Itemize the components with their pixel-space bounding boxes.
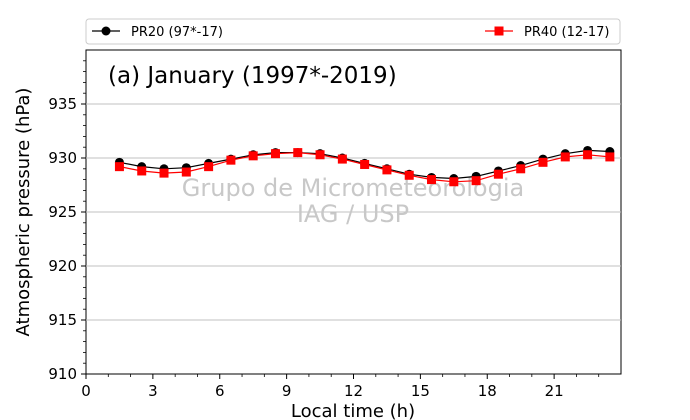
legend: PR20 (97*-17) PR40 (12-17) bbox=[85, 18, 621, 45]
y-tick-label: 925 bbox=[48, 203, 77, 221]
x-tick-label: 0 bbox=[81, 382, 91, 400]
x-tick-label: 12 bbox=[344, 382, 363, 400]
data-point-1 bbox=[337, 154, 347, 164]
legend-label-pr20: PR20 (97*-17) bbox=[131, 25, 223, 40]
panel-title: (a) January (1997*-2019) bbox=[108, 63, 397, 89]
x-tick-label: 15 bbox=[411, 382, 430, 400]
legend-marker-pr20 bbox=[101, 26, 111, 36]
data-point-1 bbox=[248, 151, 258, 161]
data-point-1 bbox=[560, 152, 570, 162]
legend-label-pr40: PR40 (12-17) bbox=[524, 25, 609, 40]
data-point-1 bbox=[315, 150, 325, 160]
axis-ticks: 910 915 920 925 930 935 0 3 6 9 12 15 18 21 bbox=[48, 60, 600, 400]
legend-frame bbox=[85, 18, 621, 45]
data-point-1 bbox=[493, 169, 503, 179]
data-point-1 bbox=[471, 176, 481, 186]
y-axis-title: Atmospheric pressure (hPa) bbox=[13, 88, 34, 337]
data-point-1 bbox=[516, 164, 526, 174]
y-tick-label: 930 bbox=[48, 149, 77, 167]
data-point-1 bbox=[538, 157, 548, 167]
x-tick-label: 18 bbox=[478, 382, 497, 400]
data-point-1 bbox=[449, 177, 459, 187]
data-point-1 bbox=[605, 152, 615, 162]
watermark-line-1: Grupo de Micrometeorologia bbox=[182, 174, 524, 202]
data-point-1 bbox=[404, 170, 414, 180]
data-point-1 bbox=[226, 155, 236, 165]
data-point-1 bbox=[159, 168, 169, 178]
data-point-1 bbox=[137, 166, 147, 176]
legend-marker-pr40 bbox=[494, 26, 504, 36]
x-tick-label: 3 bbox=[148, 382, 158, 400]
y-tick-label: 910 bbox=[48, 365, 77, 383]
x-axis-title: Local time (h) bbox=[291, 401, 415, 420]
gridlines bbox=[86, 103, 621, 321]
data-point-1 bbox=[181, 167, 191, 177]
x-tick-label: 21 bbox=[545, 382, 564, 400]
y-tick-label: 920 bbox=[48, 257, 77, 275]
x-tick-label: 9 bbox=[282, 382, 292, 400]
data-point-1 bbox=[293, 148, 303, 158]
data-point-1 bbox=[204, 162, 214, 172]
data-point-1 bbox=[270, 149, 280, 159]
data-point-1 bbox=[583, 150, 593, 160]
data-point-1 bbox=[382, 165, 392, 175]
y-tick-label: 935 bbox=[48, 95, 77, 113]
data-point-1 bbox=[114, 162, 124, 172]
x-tick-label: 6 bbox=[215, 382, 225, 400]
y-tick-label: 915 bbox=[48, 311, 77, 329]
data-point-1 bbox=[360, 159, 370, 169]
watermark-line-2: IAG / USP bbox=[297, 200, 409, 228]
data-point-1 bbox=[427, 175, 437, 185]
series bbox=[114, 145, 615, 187]
